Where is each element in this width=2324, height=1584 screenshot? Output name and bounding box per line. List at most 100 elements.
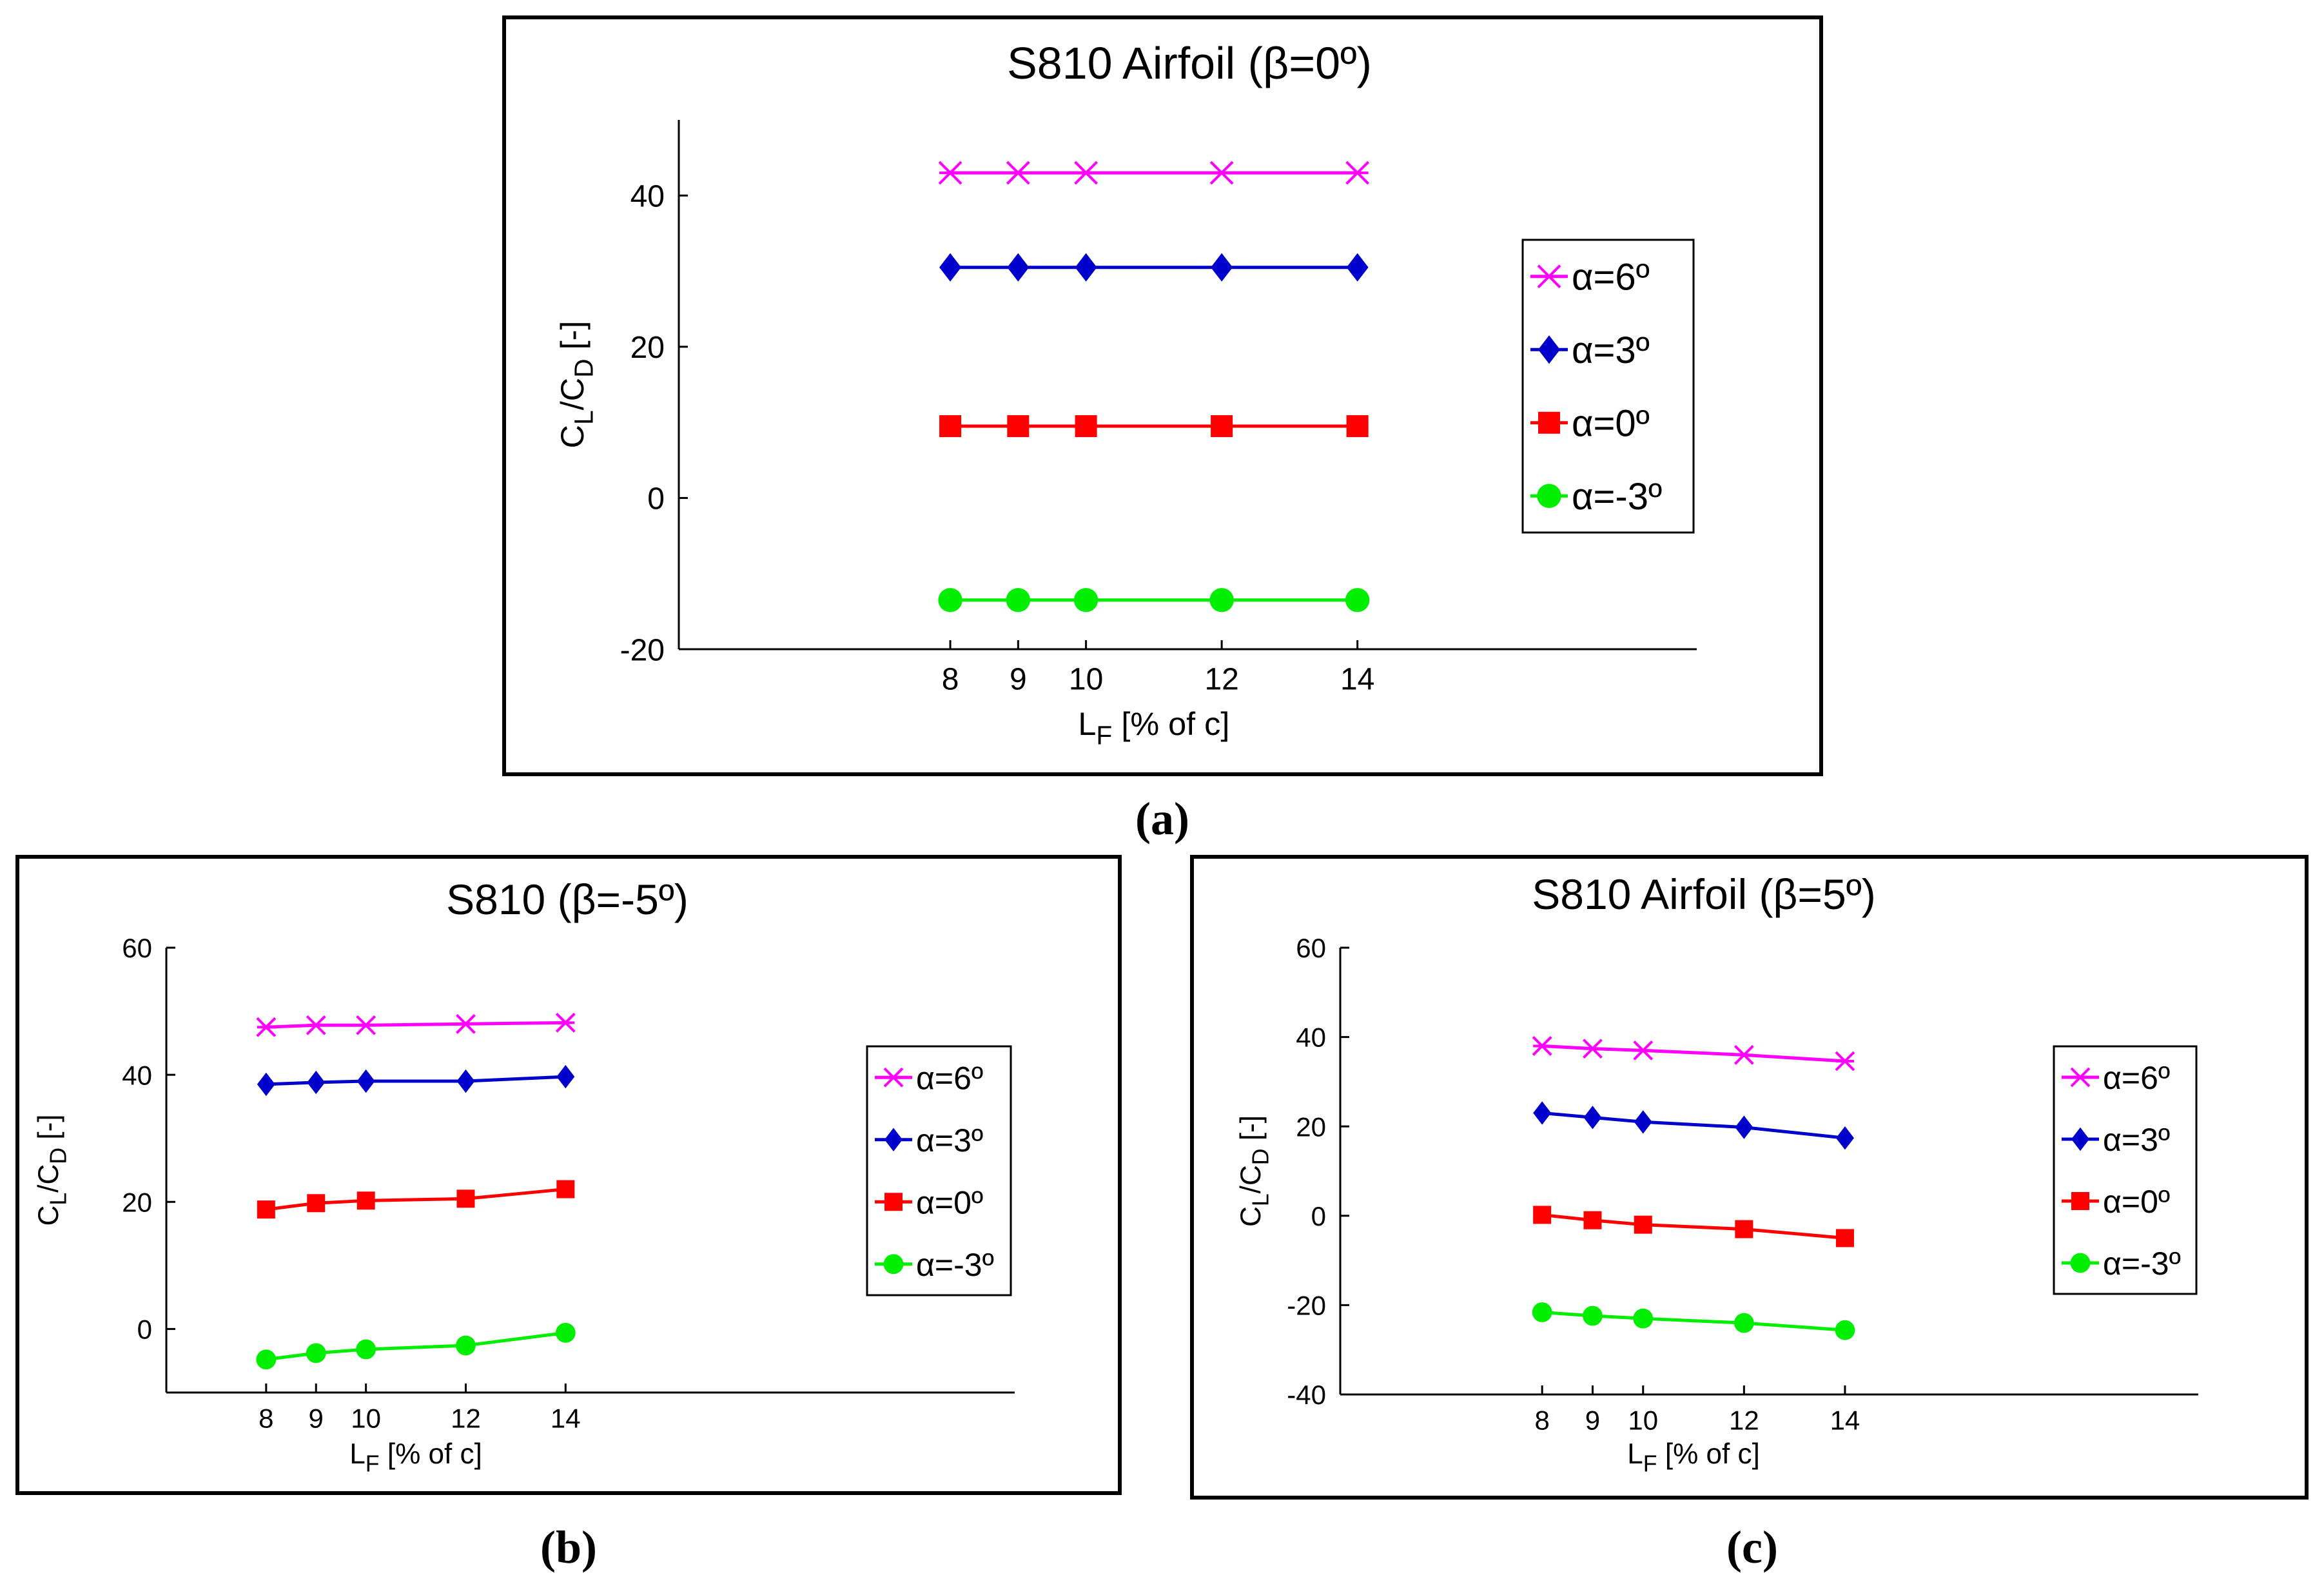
panel-c-y-tick-label: 60 <box>1296 933 1326 963</box>
chart-panel-c: S810 Airfoil (β=5º) -40 -20 0 20 40 60 8 9 10 12 1… <box>1190 855 2309 1573</box>
panel-b-title: S810 (β=-5º) <box>446 875 688 923</box>
panel-b-legend-0-marker <box>883 1067 904 1088</box>
panel-c-y-axis-label-rest: [-] <box>1235 1115 1267 1148</box>
panel-a-x-axis-label-sub: F <box>1096 720 1112 750</box>
panel-b-series-3-point <box>555 1322 576 1343</box>
panel-b-series-2-point <box>556 1180 575 1198</box>
panel-a-series-3-point <box>938 588 962 612</box>
panel-b-legend-2-label: α=0º <box>916 1184 983 1220</box>
panel-c-series-1-point <box>1533 1101 1552 1125</box>
panel-c-legend-3-marker <box>2070 1253 2091 1273</box>
panel-a-y-axis-label-sub1: L <box>569 410 598 425</box>
panel-c-y-axis-label: CL/CD [-] <box>1235 1115 1274 1227</box>
panel-a-series-0-point <box>1345 161 1370 185</box>
panel-c-y-axis-label-c1: C <box>1235 1206 1267 1227</box>
panel-b-series-1-point <box>307 1070 326 1095</box>
panel-c-legend-0-label: α=6º <box>2103 1060 2170 1096</box>
panel-c-x-tick-label: 8 <box>1534 1405 1549 1436</box>
panel-b-series-0-point <box>306 1015 326 1035</box>
panel-a-y-tick-label: -20 <box>620 633 665 667</box>
panel-a-y-axis-label-c2: /C <box>554 378 591 410</box>
panel-a-y-axis-label-rest: [-] <box>554 321 591 359</box>
panel-a-x-tick-label: 10 <box>1069 662 1103 696</box>
panel-b-series-2-point <box>456 1189 475 1208</box>
panel-c-series-0-point <box>1532 1036 1552 1056</box>
panel-c-y-tick-label: 20 <box>1296 1111 1326 1142</box>
panel-b-series-0-point <box>555 1012 576 1033</box>
panel-b-series-0-point <box>456 1013 476 1034</box>
panel-b-series-2-point <box>356 1191 375 1210</box>
panel-c-y-tick-label: -40 <box>1287 1380 1326 1410</box>
panel-b-legend-box <box>866 1045 1012 1296</box>
panel-a-caption: (a) <box>1135 793 1189 845</box>
panel-b-y-axis-label-rest: [-] <box>33 1114 64 1147</box>
panel-b-x-tick-label: 8 <box>259 1403 273 1434</box>
panel-a-legend-0-label: α=6º <box>1572 257 1650 298</box>
panel-b-series-0-point <box>356 1015 376 1035</box>
panel-b-series-0-point <box>256 1017 277 1037</box>
panel-a-legend-2-marker <box>1538 411 1560 434</box>
panel-c-legend-0-marker <box>2070 1067 2091 1088</box>
panel-c-series-1-point <box>1735 1115 1753 1139</box>
panel-a-series-0-point <box>938 161 962 185</box>
panel-b-y-axis-label-sub1: L <box>46 1193 72 1206</box>
panel-b-series-2-point <box>307 1194 326 1213</box>
panel-c-title: S810 Airfoil (β=5º) <box>1532 870 1875 918</box>
panel-c-legend-box <box>2053 1045 2198 1295</box>
panel-b-y-axis-label: CL/CD [-] <box>33 1114 72 1226</box>
panel-a-legend-3-marker <box>1537 484 1561 508</box>
panel-c-series-2-point <box>1583 1211 1602 1229</box>
panel-b-y-tick-label: 0 <box>137 1315 152 1345</box>
panel-b-x-tick-label: 9 <box>309 1403 324 1434</box>
panel-a-series-3-point <box>1073 588 1099 612</box>
panel-c-series-3-point <box>1583 1305 1603 1326</box>
panel-c-x-tick-label: 14 <box>1830 1405 1860 1436</box>
panel-a-x-axis-label-main: L <box>1078 705 1096 742</box>
panel-a-series-3-point <box>1209 588 1234 612</box>
panel-b-x-axis-label-main: L <box>349 1438 366 1470</box>
panel-a-legend-2-label: α=0º <box>1572 403 1650 445</box>
panel-c-series-3-point <box>1532 1302 1552 1322</box>
panel-c-series-1-point <box>1583 1106 1602 1129</box>
panel-c-x-tick-label: 10 <box>1628 1405 1658 1436</box>
panel-b-series-1-point <box>456 1069 475 1093</box>
panel-c-series-2-point <box>1835 1229 1854 1247</box>
panel-a-series-2-point <box>1075 415 1097 438</box>
panel-c-series-1-point <box>1634 1110 1652 1134</box>
panel-c-series-3-point <box>1835 1320 1855 1340</box>
panel-b-legend-2-marker <box>884 1193 903 1211</box>
panel-a-y-axis-label: CL/CD [-] <box>554 321 598 449</box>
panel-b-series-3-point <box>456 1335 476 1356</box>
panel-c-series-0-point <box>1733 1044 1754 1065</box>
panel-a-title: S810 Airfoil (β=0º) <box>1007 38 1372 88</box>
panel-b-x-tick-label: 12 <box>451 1403 481 1434</box>
panel-b-y-tick-label: 40 <box>122 1060 152 1090</box>
panel-a-y-axis-label-sub2: D <box>569 358 598 377</box>
panel-a-series-2-point <box>939 415 962 438</box>
panel-c-legend-3-label: α=-3º <box>2103 1246 2181 1282</box>
panel-b-series-3-point <box>306 1343 326 1364</box>
panel-a-series-3-point <box>1006 588 1031 612</box>
panel-c-x-axis-label-sub: F <box>1643 1451 1657 1477</box>
panel-b-y-axis-label-sub2: D <box>46 1148 72 1164</box>
panel-b-y-tick-label: 60 <box>122 933 152 963</box>
panel-c-x-tick-label: 9 <box>1585 1405 1600 1436</box>
panel-b-legend-3-marker <box>883 1254 904 1275</box>
panel-c-series-0-point <box>1633 1040 1654 1061</box>
panel-a-y-axis-label-c1: C <box>554 425 591 448</box>
panel-c-series-3-point <box>1733 1313 1754 1333</box>
panel-a-x-axis-label: LF [% of c] <box>1078 705 1229 750</box>
panel-b-y-axis-label-c2: /C <box>33 1164 64 1193</box>
panel-b-x-tick-label: 14 <box>551 1403 581 1434</box>
panel-c-x-axis-label: LF [% of c] <box>1627 1438 1760 1477</box>
panel-a-series-1-point <box>1075 253 1097 282</box>
panel-c-series-0-point <box>1835 1051 1855 1071</box>
panel-a-legend-1-marker <box>1538 335 1560 364</box>
panel-a-series-1-point <box>1346 253 1369 282</box>
panel-b-x-tick-label: 10 <box>351 1403 381 1434</box>
